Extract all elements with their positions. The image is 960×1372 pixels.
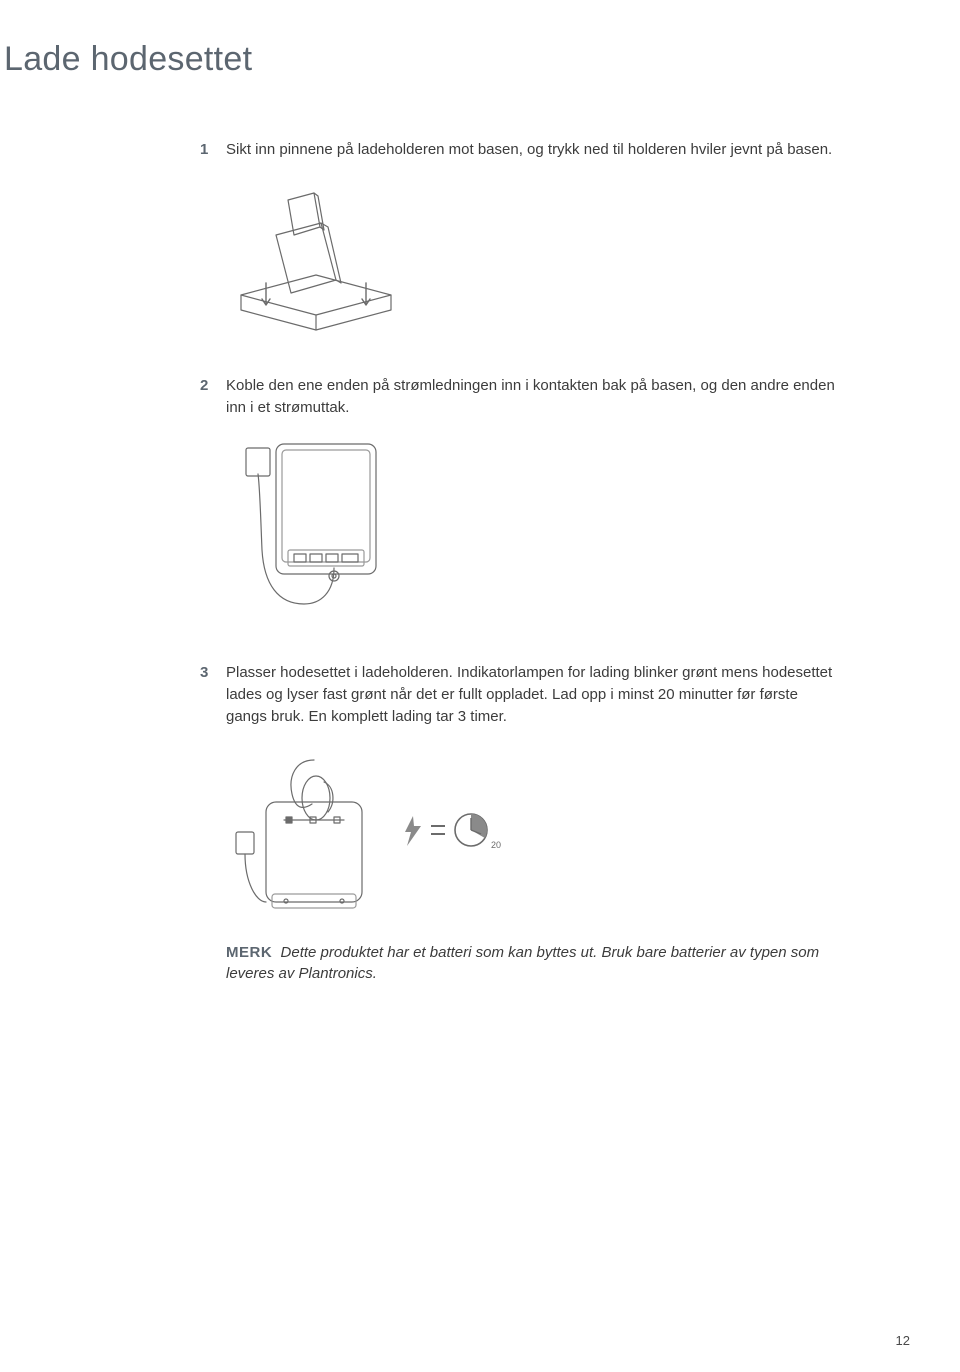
- note-text: Dette produktet har et batteri som kan b…: [226, 944, 819, 983]
- step-3-body: Plasser hodesettet i ladeholderen. Indik…: [226, 664, 832, 725]
- step-2-text: Koble den ene enden på strømledningen in…: [226, 375, 840, 419]
- step-3-illustration: 20: [226, 742, 840, 922]
- steps-container: 1 Sikt inn pinnene på ladeholderen mot b…: [200, 139, 840, 985]
- step-3-text: Plasser hodesettet i ladeholderen. Indik…: [226, 662, 840, 727]
- step-3: 3 Plasser hodesettet i ladeholderen. Ind…: [200, 662, 840, 985]
- step-1-number: 1: [200, 139, 226, 160]
- step-1-text: Sikt inn pinnene på ladeholderen mot bas…: [226, 139, 832, 161]
- step-1-illustration: [226, 175, 840, 335]
- charge-minutes-label: 20: [491, 840, 501, 850]
- page-number: 12: [896, 1333, 910, 1348]
- note-label: MERK: [226, 944, 272, 961]
- step-2-illustration: [226, 432, 840, 622]
- step-2-number: 2: [200, 375, 226, 396]
- note-row: MERK Dette produktet har et batteri som …: [226, 942, 840, 986]
- page-title: Lade hodesettet: [4, 40, 880, 79]
- step-1: 1 Sikt inn pinnene på ladeholderen mot b…: [200, 139, 840, 335]
- step-3-number: 3: [200, 662, 226, 683]
- step-2: 2 Koble den ene enden på strømledningen …: [200, 375, 840, 623]
